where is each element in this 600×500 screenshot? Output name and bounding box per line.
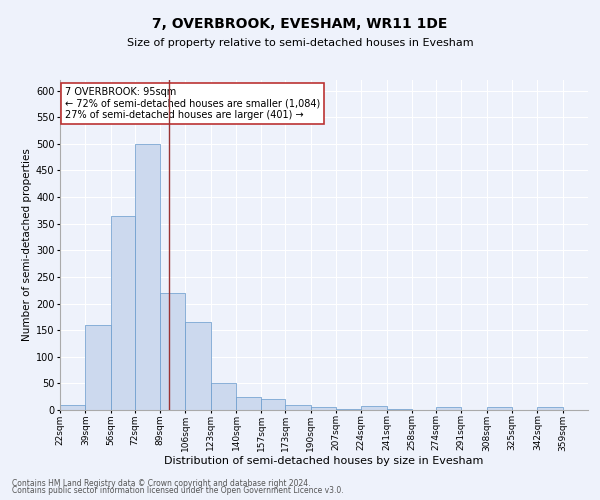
Text: 7 OVERBROOK: 95sqm
← 72% of semi-detached houses are smaller (1,084)
27% of semi: 7 OVERBROOK: 95sqm ← 72% of semi-detache… [65,86,320,120]
Bar [60,404,85,410]
Y-axis label: Number of semi-detached properties: Number of semi-detached properties [22,148,32,342]
Bar [436,408,461,410]
Text: Contains HM Land Registry data © Crown copyright and database right 2024.: Contains HM Land Registry data © Crown c… [12,478,311,488]
Text: Contains public sector information licensed under the Open Government Licence v3: Contains public sector information licen… [12,486,344,495]
Text: Size of property relative to semi-detached houses in Evesham: Size of property relative to semi-detach… [127,38,473,48]
Bar [236,396,262,410]
Bar [487,408,512,410]
Bar [285,404,311,410]
Bar [262,400,285,410]
Bar [85,325,111,410]
Text: 7, OVERBROOK, EVESHAM, WR11 1DE: 7, OVERBROOK, EVESHAM, WR11 1DE [152,18,448,32]
Bar [537,408,563,410]
Bar [185,322,211,410]
Bar [211,384,236,410]
Bar [361,406,386,410]
Bar [311,408,336,410]
Bar [336,409,361,410]
Bar [111,216,134,410]
Bar [160,293,185,410]
Bar [134,144,160,410]
X-axis label: Distribution of semi-detached houses by size in Evesham: Distribution of semi-detached houses by … [164,456,484,466]
Bar [386,409,412,410]
